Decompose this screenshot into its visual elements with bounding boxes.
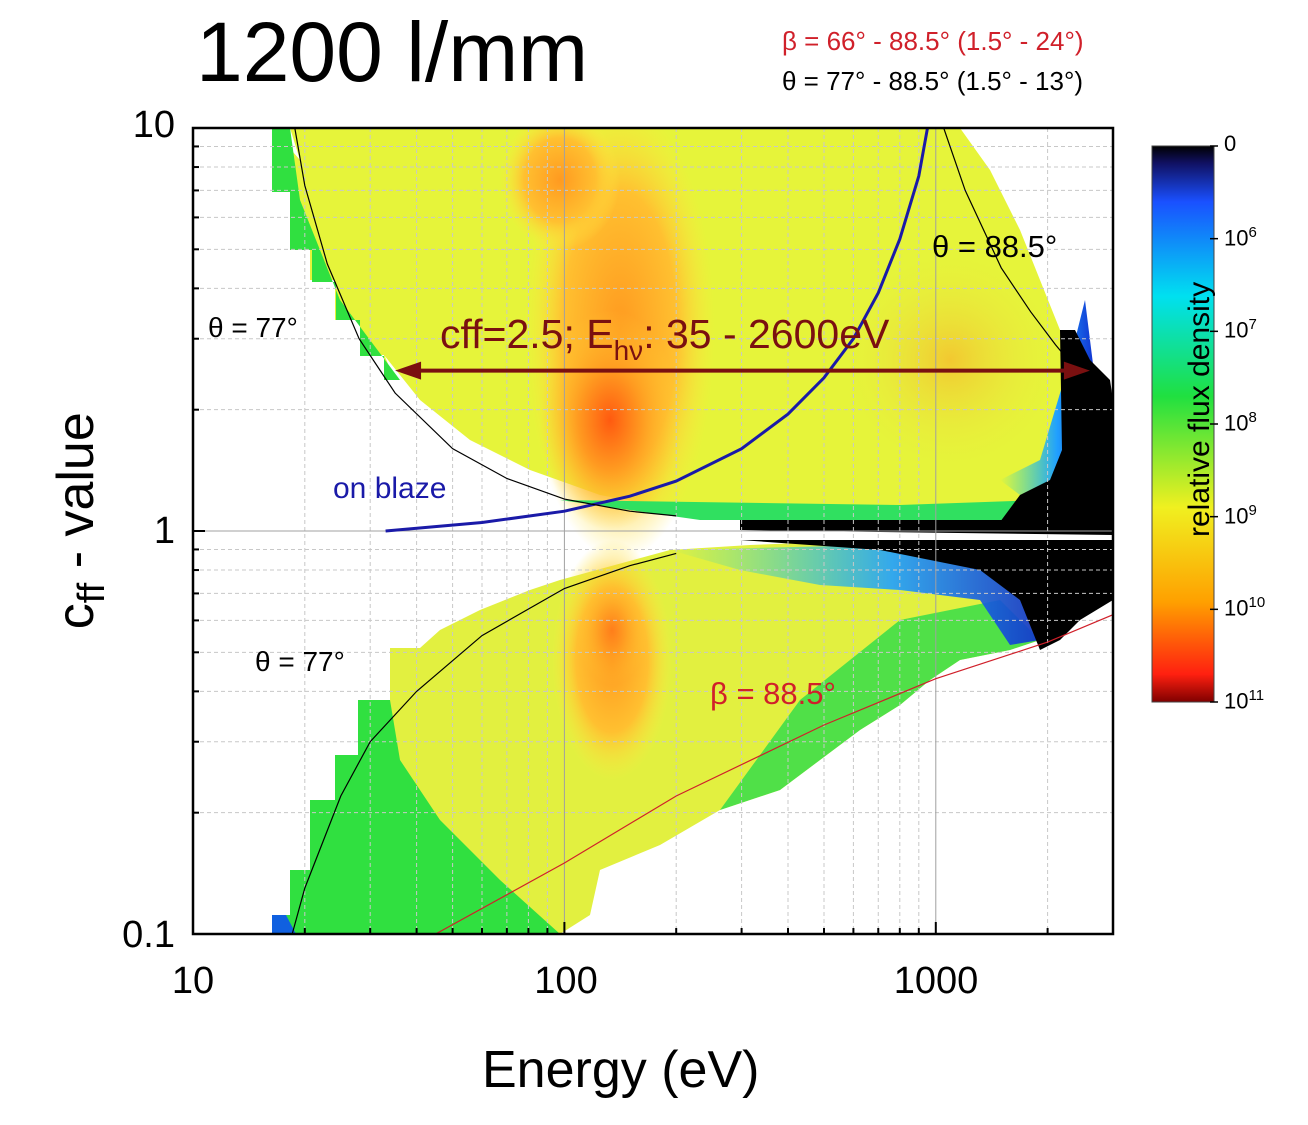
ytick-10: 10	[132, 104, 175, 146]
annotation-on-blaze: on blaze	[333, 472, 446, 505]
ytick-1: 1	[153, 510, 175, 552]
colorbar	[1151, 145, 1215, 703]
colorbar-tick-base: 10	[1224, 502, 1249, 528]
lower-green-region	[272, 700, 560, 934]
annotation-theta-upper-right: θ = 88.5°	[932, 229, 1057, 264]
annotation-cff-range: cff=2.5; Ehν: 35 - 2600eV	[440, 311, 890, 366]
colorbar-tick-label: 1010	[1224, 594, 1265, 621]
colorbar-tick-exp: 11	[1248, 687, 1265, 704]
series-line-0	[385, 128, 929, 533]
x-axis-label: Energy (eV)	[482, 1041, 760, 1099]
colorbar-tick-label: 0	[1224, 131, 1236, 157]
colorbar-label: relative flux density	[1183, 281, 1216, 537]
colorbar-tick-label: 1011	[1224, 687, 1264, 714]
colorbar-tick-base: 10	[1224, 317, 1249, 343]
colorbar-tick-exp: 9	[1248, 501, 1257, 519]
colorbar-tick-label: 109	[1224, 502, 1257, 529]
ytick-0-1: 0.1	[122, 914, 175, 956]
annotation-beta-lower: β = 88.5°	[710, 676, 836, 711]
lower-blue-tip	[272, 915, 296, 934]
cff-arrow	[395, 361, 1090, 380]
lower-black-region	[740, 540, 1113, 650]
series-line-4	[435, 614, 1113, 934]
upper-black-region	[1000, 330, 1113, 522]
xtick-100: 100	[534, 960, 598, 1002]
xtick-10: 10	[171, 960, 215, 1002]
series-line-1	[294, 128, 677, 517]
cff-suffix: : 35 - 2600eV	[643, 311, 890, 357]
colorbar-tick-label: 106	[1224, 224, 1257, 251]
arrow-head-right	[1063, 361, 1090, 380]
lower-green-right	[720, 600, 1040, 810]
annotation-theta-lower-left: θ = 77°	[255, 646, 345, 677]
axis-ticks	[192, 145, 1114, 935]
colorbar-tick-base: 10	[1224, 595, 1249, 621]
colorbar-tick-label: 108	[1224, 409, 1257, 436]
colorbar-tick-label: 107	[1224, 316, 1257, 343]
chart-title: 1200 l/mm	[196, 5, 589, 99]
annotation-theta-upper-left: θ = 77°	[208, 312, 298, 343]
upper-green-band	[560, 500, 1040, 520]
colorbar-tick-base: 10	[1224, 224, 1249, 250]
cff1-black-band	[740, 520, 1113, 535]
y-axis-label: cff - value	[46, 412, 114, 630]
beta-range-label: β = 66° - 88.5° (1.5° - 24°)	[782, 26, 1084, 56]
curves	[291, 128, 1113, 934]
cff-sub: hν	[614, 335, 644, 366]
ylabel-main: c	[46, 603, 105, 630]
colorbar-tick-exp: 7	[1248, 316, 1257, 334]
colorbar-tick-base: 10	[1224, 410, 1249, 436]
ylabel-rest: - value	[46, 412, 105, 583]
ylabel-sub: ff	[71, 582, 114, 604]
upper-flux-edge	[272, 128, 400, 380]
cff-prefix: cff=2.5; E	[440, 311, 614, 357]
series-line-3	[291, 552, 677, 934]
colorbar-tick-base: 10	[1224, 688, 1249, 714]
heatmap-field	[272, 128, 1113, 934]
colorbar-tick-exp: 10	[1248, 594, 1266, 612]
xtick-1000: 1000	[893, 960, 979, 1002]
theta-range-label: θ = 77° - 88.5° (1.5° - 13°)	[782, 66, 1084, 96]
arrow-head-left	[395, 361, 422, 380]
colorbar-tick-base: 0	[1224, 131, 1237, 156]
colorbar-tick-exp: 6	[1248, 223, 1257, 241]
colorbar-tick-exp: 8	[1248, 409, 1257, 426]
